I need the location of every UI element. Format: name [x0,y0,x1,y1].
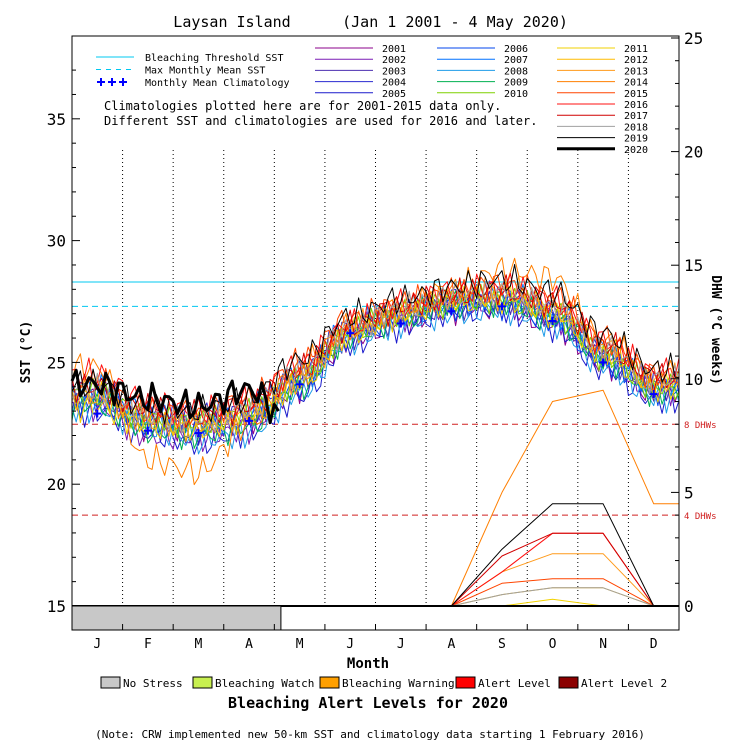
legend-label: Bleaching Threshold SST [145,53,283,64]
legend-year-label: 2013 [624,66,648,77]
climatology-marker [346,329,355,338]
sst-tick-label: 20 [47,475,66,494]
legend-year-label: 2016 [624,100,648,111]
alert-legend-swatch [100,676,121,689]
climatology-marker [447,307,456,316]
sst-series-2012 [71,281,680,442]
dhw-tick-label: 15 [684,256,703,275]
dhw-threshold-label: 4 DHWs [684,512,717,522]
x-axis-label: Month [347,656,389,672]
legend-year-label: 2017 [624,111,648,122]
sst-series-2008 [71,294,680,455]
legend-year-label: 2004 [382,78,406,89]
sst-series-2018 [71,281,680,434]
month-tick-label: M [195,637,203,652]
footnote: (Note: CRW implemented new 50-km SST and… [95,728,645,741]
dhw-tick-label: 10 [684,370,703,389]
sst-tick-label: 25 [47,353,66,372]
sst-series-2020 [70,368,280,425]
month-tick-label: J [93,637,101,652]
month-tick-label: A [245,637,253,652]
alert-legend-swatch [192,676,213,689]
dhw-threshold-label: 8 DHWs [684,421,717,431]
alert-legend-swatch [558,676,579,689]
legend-year-label: 2005 [382,89,406,100]
sst-series-2015 [71,274,680,430]
alert-legend-label: Bleaching Watch [215,677,314,690]
climatology-marker [396,319,405,328]
chart-date-range: (Jan 1 2001 - 4 May 2020) [342,13,568,31]
legend-year-label: 2001 [382,44,406,55]
month-tick-label: A [447,637,455,652]
month-tick-label: J [397,637,405,652]
legend-year-label: 2009 [504,78,528,89]
legend-year-label: 2011 [624,44,648,55]
climatology-marker [497,302,506,311]
legend-year-label: 2006 [504,44,528,55]
month-tick-label: J [346,637,354,652]
alert-levels-title: Bleaching Alert Levels for 2020 [228,694,508,712]
dhw-series-2016 [72,532,679,607]
sst-series-2016 [71,272,680,424]
dhw-tick-label: 20 [684,143,703,162]
climatology-marker [93,409,102,418]
legend-year-label: 2012 [624,55,648,66]
dhw-series-2017 [72,532,679,607]
sst-tick-label: 15 [47,597,66,616]
alert-legend-label: Alert Level 1 [478,677,564,690]
month-tick-label: O [549,637,557,652]
dhw-tick-label: 5 [684,483,694,502]
climatology-marker [143,426,152,435]
climatology-marker [194,429,203,438]
legend-label: Max Monthly Mean SST [145,66,265,77]
climatology-marker [245,416,254,425]
month-tick-label: N [599,637,607,652]
legend-year-label: 2008 [504,66,528,77]
climatology-marker [548,317,557,325]
month-tick-label: S [498,637,506,652]
month-tick-label: D [650,637,658,652]
chart-title: Laysan Island [173,13,290,31]
climatology-marker [649,390,658,399]
alert-legend-label: Alert Level 2 [581,677,667,690]
climatology-note-line-1: Climatologies plotted here are for 2001-… [104,99,501,113]
alert-legend-swatch [319,676,340,689]
legend-year-label: 2010 [504,89,528,100]
dhw-tick-label: 0 [684,597,694,616]
legend-year-label: 2019 [624,134,648,145]
legend-year-label: 2002 [382,55,406,66]
alert-legend-swatch [455,676,476,689]
alert-bar-no-stress [71,605,282,631]
sst-series-2017 [71,274,680,429]
legend-year-label: 2020 [624,145,648,156]
alert-legend-label: No Stress [123,677,183,690]
climatology-note-line-2: Different SST and climatologies are used… [104,114,537,128]
sst-tick-label: 30 [47,232,66,251]
sst-tick-label: 35 [47,110,66,129]
y-axis-left-label: SST (°C) [19,321,34,384]
legend-year-label: 2015 [624,89,648,100]
legend-label: Monthly Mean Climatology [145,78,290,89]
climatology-marker [599,358,608,367]
legend-year-label: 2018 [624,122,648,133]
month-tick-label: F [144,637,152,652]
dhw-tick-label: 25 [684,29,703,48]
month-tick-label: M [296,637,304,652]
legend-year-label: 2007 [504,55,528,66]
alert-legend-label: Bleaching Warning [342,677,455,690]
legend-year-label: 2003 [382,66,406,77]
climatology-marker [295,380,304,389]
y-axis-right-label: DHW (°C weeks) [708,275,723,385]
legend-year-label: 2014 [624,78,648,89]
